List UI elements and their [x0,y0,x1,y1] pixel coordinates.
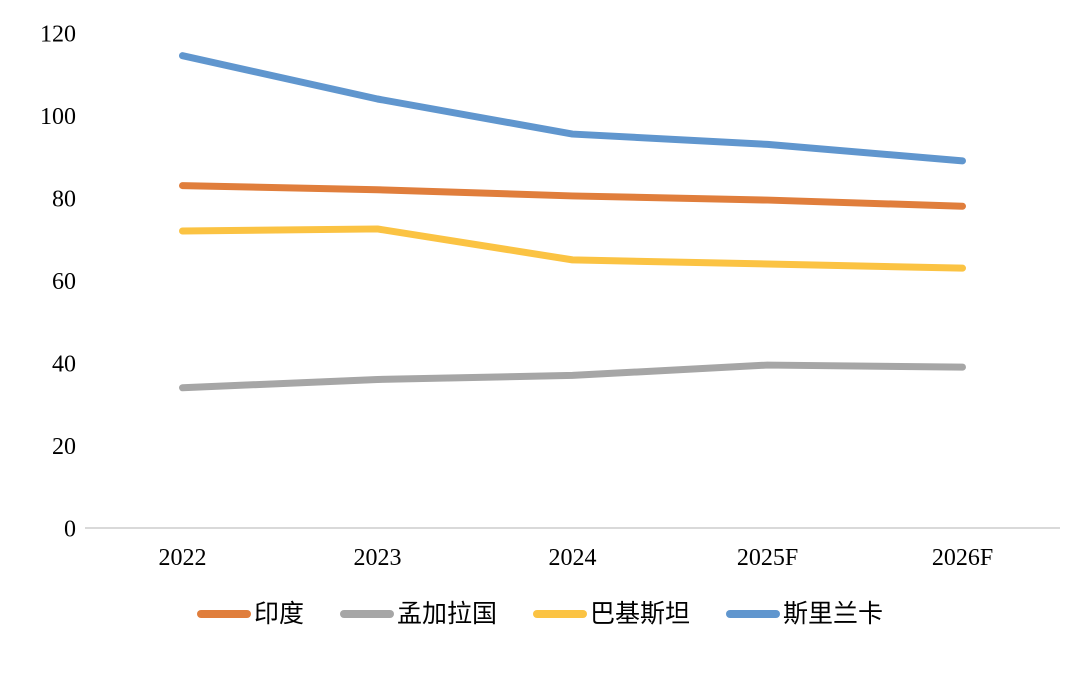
x-axis-tick-label: 2024 [549,545,597,571]
legend-swatch-bangladesh [339,610,394,618]
y-axis-tick-label: 100 [40,104,76,130]
legend-item-pakistan: 巴基斯坦 [533,602,690,627]
legend-label-bangladesh: 孟加拉国 [396,600,497,628]
legend-item-bangladesh: 孟加拉国 [339,600,497,628]
y-axis-tick-label: 60 [52,269,76,295]
legend-swatch-india [196,610,251,618]
chart-legend: 印度 孟加拉国 巴基斯坦 斯里兰卡 [0,596,1080,632]
y-axis-tick-label: 80 [52,187,76,213]
y-axis-tick-label: 120 [40,22,76,48]
y-axis-tick-label: 0 [64,517,76,543]
series-line-bangladesh [179,361,966,392]
x-axis-tick-label: 2025F [737,545,798,571]
series-line-sri-lanka [179,52,966,165]
legend-item-india: 印度 [196,600,304,628]
y-axis-tick-label: 20 [52,434,76,460]
x-axis-tick-label: 2023 [354,545,402,571]
legend-label-india: 印度 [253,600,304,628]
series-line-pakistan [179,225,966,272]
legend-item-sri-lanka: 斯里兰卡 [726,602,883,627]
y-axis-tick-label: 40 [52,352,76,378]
series-line-india [179,182,966,210]
legend-swatch-sri-lanka [726,610,781,618]
x-axis-tick-label: 2022 [159,545,207,571]
legend-label-pakistan: 巴基斯坦 [590,600,691,628]
legend-swatch-pakistan [533,610,587,618]
legend-label-sri-lanka: 斯里兰卡 [783,600,884,628]
chart-canvas: 0 20 40 60 80 100 120 2022 2023 2024 2025F 2026F [40,22,1060,571]
x-axis-tick-label: 2026F [932,545,993,571]
